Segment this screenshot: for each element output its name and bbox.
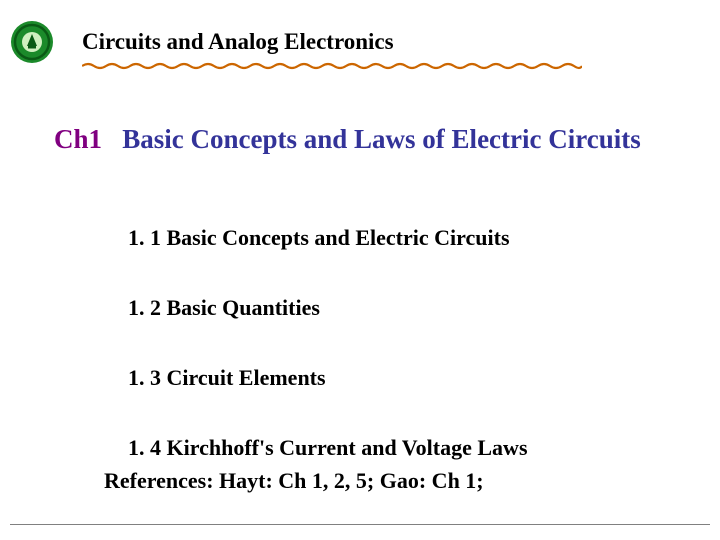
chapter-label: Ch1 xyxy=(54,124,102,154)
toc-item: 1. 2 Basic Quantities xyxy=(128,285,528,331)
toc-item: 1. 4 Kirchhoff's Current and Voltage Law… xyxy=(128,425,528,471)
toc-item: 1. 3 Circuit Elements xyxy=(128,355,528,401)
toc-item: 1. 1 Basic Concepts and Electric Circuit… xyxy=(128,215,528,261)
course-title: Circuits and Analog Electronics xyxy=(82,29,394,55)
references-line: References: Hayt: Ch 1, 2, 5; Gao: Ch 1; xyxy=(104,468,484,494)
chapter-title: Ch1 Basic Concepts and Laws of Electric … xyxy=(54,124,641,155)
chapter-title-text: Basic Concepts and Laws of Electric Circ… xyxy=(122,124,640,154)
toc-list: 1. 1 Basic Concepts and Electric Circuit… xyxy=(128,215,528,471)
university-logo-icon xyxy=(10,20,54,64)
wavy-divider-icon xyxy=(82,62,582,70)
bottom-divider xyxy=(10,524,710,525)
slide-header: Circuits and Analog Electronics xyxy=(10,20,710,64)
